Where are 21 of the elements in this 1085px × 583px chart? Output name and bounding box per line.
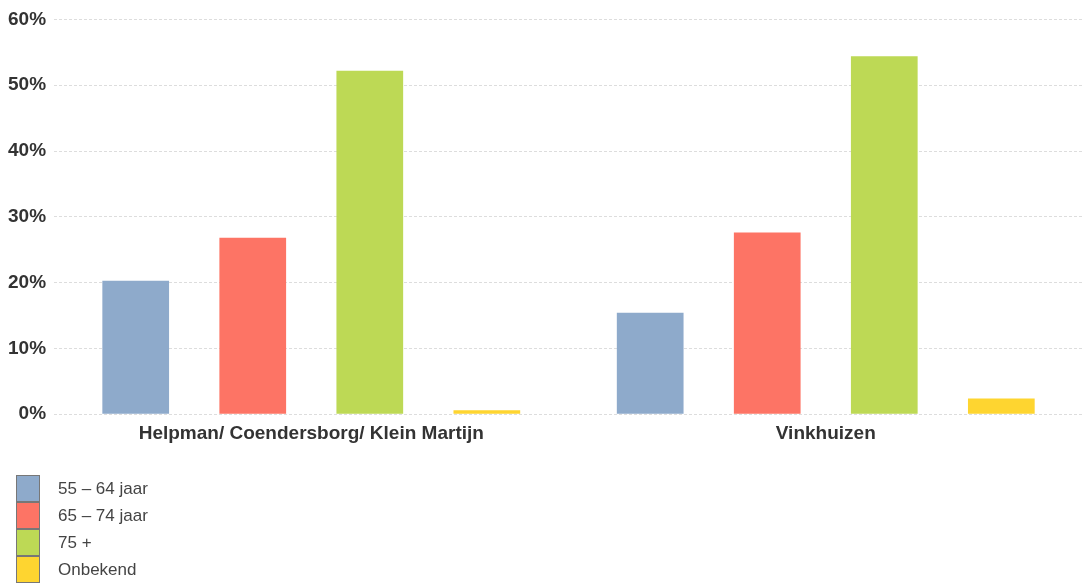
y-tick-label: 50% <box>8 73 47 95</box>
y-tick-label: 0% <box>18 402 47 424</box>
bar <box>453 410 521 414</box>
bar <box>219 237 287 414</box>
legend-label: 65 – 74 jaar <box>58 505 148 526</box>
legend-label: 55 – 64 jaar <box>58 478 148 499</box>
legend-label: Onbekend <box>58 559 137 580</box>
legend-label: 75 + <box>58 532 92 553</box>
bar <box>616 312 684 414</box>
y-tick-label: 60% <box>8 7 47 29</box>
y-tick-label: 10% <box>8 336 47 358</box>
x-tick-label: Vinkhuizen <box>775 421 876 443</box>
y-tick-label: 40% <box>8 139 47 161</box>
bar <box>336 70 404 414</box>
y-tick-label: 30% <box>8 205 47 227</box>
bar <box>967 398 1035 414</box>
bar <box>102 280 170 414</box>
y-tick-label: 20% <box>8 270 47 292</box>
bar <box>733 232 801 414</box>
x-tick-label: Helpman/ Coendersborg/ Klein Martijn <box>138 421 484 443</box>
bar <box>850 56 918 414</box>
